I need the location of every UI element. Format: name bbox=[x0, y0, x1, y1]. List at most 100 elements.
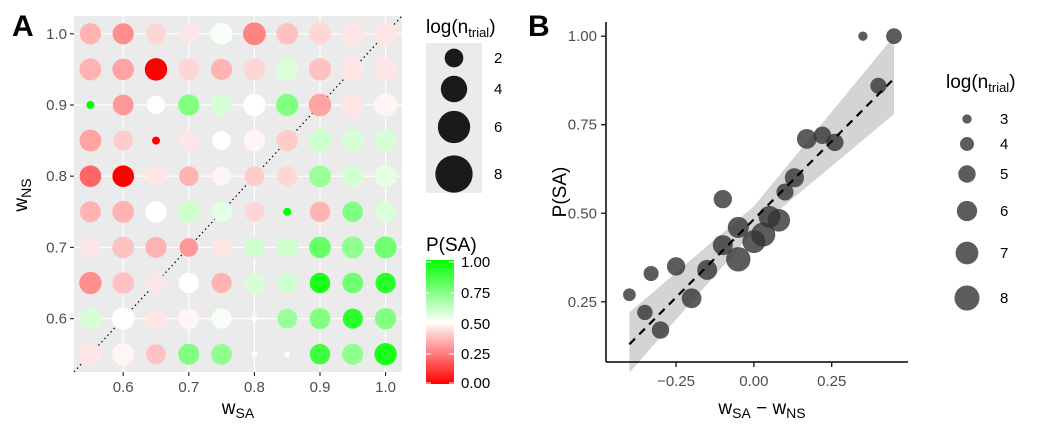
panel-b-size-legend-title: log(ntrial) bbox=[946, 72, 1016, 95]
grid-point bbox=[341, 58, 365, 81]
grid-point bbox=[212, 166, 232, 186]
data-point bbox=[858, 31, 868, 41]
panel-b-letter: B bbox=[528, 10, 550, 43]
grid-point bbox=[112, 23, 134, 45]
grid-point bbox=[341, 129, 364, 152]
data-point bbox=[751, 222, 776, 247]
grid-point bbox=[276, 236, 298, 258]
x-tick-label: 0.9 bbox=[310, 379, 331, 396]
color-legend-label: 0.50 bbox=[461, 316, 490, 333]
panel-b-x-axis-title: wSA − wNS bbox=[717, 398, 805, 421]
grid-point bbox=[146, 344, 166, 365]
size-legend-key bbox=[960, 137, 974, 151]
grid-point bbox=[112, 94, 134, 116]
grid-point bbox=[79, 201, 101, 223]
grid-point bbox=[309, 344, 331, 365]
grid-point bbox=[244, 273, 265, 293]
grid-point bbox=[244, 166, 265, 186]
grid-point bbox=[283, 207, 292, 216]
grid-point bbox=[211, 308, 232, 329]
panel-a-size-legend-title: log(ntrial) bbox=[426, 17, 496, 40]
grid-point bbox=[211, 201, 232, 222]
grid-point bbox=[145, 201, 167, 223]
grid-point bbox=[211, 58, 233, 80]
grid-point bbox=[284, 351, 291, 358]
color-legend-label: 0.75 bbox=[461, 285, 490, 302]
x-tick-label: 0.7 bbox=[178, 379, 199, 396]
grid-point bbox=[276, 93, 299, 117]
data-point bbox=[870, 77, 887, 94]
grid-point bbox=[276, 129, 298, 152]
grid-point bbox=[374, 236, 397, 259]
size-legend-key bbox=[437, 110, 471, 144]
size-legend-label: 8 bbox=[494, 166, 502, 183]
grid-point bbox=[79, 271, 102, 295]
size-legend-label: 4 bbox=[1000, 136, 1008, 153]
x-tick-label: 0.6 bbox=[113, 379, 134, 396]
grid-point bbox=[277, 308, 298, 329]
data-point bbox=[767, 209, 791, 232]
panel-a-y-axis-title: wNS bbox=[11, 178, 34, 212]
color-legend-label: 0.00 bbox=[461, 375, 490, 392]
grid-point bbox=[79, 58, 102, 81]
size-legend-key bbox=[444, 48, 464, 68]
size-legend-label: 6 bbox=[1000, 203, 1008, 220]
grid-point bbox=[79, 236, 101, 258]
grid-point bbox=[308, 129, 332, 152]
size-legend-key bbox=[955, 241, 979, 265]
x-tick-label: −0.25 bbox=[657, 373, 695, 390]
data-point bbox=[666, 257, 686, 276]
color-legend-label: 1.00 bbox=[461, 254, 490, 271]
size-legend-key bbox=[956, 200, 978, 222]
grid-point bbox=[79, 165, 102, 188]
panel-b-y-axis-title: P(SA) bbox=[550, 167, 571, 218]
grid-point bbox=[374, 93, 398, 117]
size-legend-key bbox=[954, 285, 980, 311]
grid-point bbox=[211, 343, 233, 365]
grid-point bbox=[144, 58, 168, 81]
grid-point bbox=[179, 24, 199, 44]
grid-point bbox=[251, 351, 258, 358]
grid-point bbox=[146, 23, 166, 44]
size-legend-key bbox=[962, 114, 972, 124]
grid-point bbox=[145, 308, 167, 329]
panel-b-y-ticks: 0.25 0.50 0.75 1.00 bbox=[568, 28, 606, 311]
y-tick-label: 0.6 bbox=[46, 311, 67, 328]
grid-point bbox=[309, 308, 331, 330]
grid-point bbox=[178, 272, 199, 294]
data-point bbox=[776, 183, 794, 201]
grid-point bbox=[341, 165, 364, 188]
data-point bbox=[727, 216, 749, 238]
grid-point bbox=[178, 94, 200, 116]
grid-point bbox=[341, 236, 364, 259]
grid-point bbox=[309, 272, 331, 294]
size-legend-label: 2 bbox=[494, 50, 502, 67]
grid-point bbox=[79, 343, 102, 366]
grid-point bbox=[79, 23, 102, 45]
grid-point bbox=[211, 94, 232, 116]
grid-point bbox=[244, 237, 265, 258]
size-legend-label: 6 bbox=[494, 119, 502, 136]
data-point bbox=[886, 28, 902, 45]
grid-point bbox=[374, 307, 397, 330]
size-legend-label: 8 bbox=[1000, 290, 1008, 307]
x-tick-label: 0.8 bbox=[244, 379, 265, 396]
grid-point bbox=[375, 272, 396, 294]
grid-point bbox=[374, 165, 397, 188]
confidence-band-area bbox=[629, 36, 894, 373]
grid-point bbox=[342, 343, 364, 365]
grid-point bbox=[211, 237, 232, 258]
data-point bbox=[697, 259, 718, 280]
panel-a-color-legend-labels: 1.00 0.75 0.50 0.25 0.00 bbox=[426, 254, 490, 392]
grid-point bbox=[342, 201, 363, 222]
size-legend-label: 4 bbox=[494, 81, 502, 98]
grid-point bbox=[243, 93, 266, 117]
grid-point bbox=[309, 201, 331, 222]
grid-point bbox=[244, 202, 265, 222]
size-legend-label: 3 bbox=[1000, 111, 1008, 128]
y-tick-label: 0.9 bbox=[46, 97, 67, 114]
panel-b-size-legend: 3 4 5 6 7 8 bbox=[954, 111, 1008, 311]
grid-point bbox=[79, 307, 102, 330]
data-point bbox=[796, 129, 817, 149]
grid-point bbox=[210, 22, 233, 45]
